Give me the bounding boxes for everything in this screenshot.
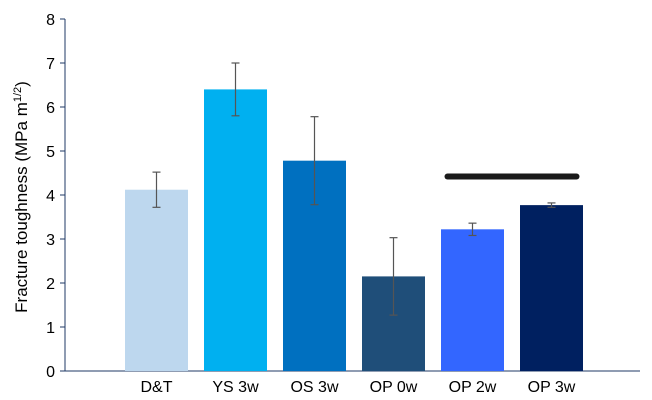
error-bars: [152, 62, 556, 316]
y-tick-label: 1: [46, 320, 55, 337]
x-tick-label: OP 3w: [528, 379, 576, 396]
x-tick-label: OP 0w: [370, 379, 418, 396]
axes: 0 1 2 3 4 5 6 7 8 D&T YS 3w OS 3w OP 0w OP 2w OP 3w: [46, 12, 640, 396]
y-tick-label: 8: [46, 12, 55, 29]
bars: [125, 89, 583, 372]
y-axis-label-end: ): [12, 81, 31, 87]
y-axis-label: Fracture toughness (MPa m1/2): [12, 81, 31, 313]
x-tick-label: OS 3w: [290, 379, 338, 396]
y-tick-label: 6: [46, 100, 55, 117]
bar: [441, 229, 504, 371]
y-tick-label: 0: [46, 364, 55, 381]
y-tick-label: 5: [46, 144, 55, 161]
y-axis-label-main: Fracture toughness (MPa m: [12, 102, 31, 313]
bar: [520, 205, 583, 371]
x-tick-label: D&T: [141, 379, 173, 396]
y-axis-label-sup: 1/2: [12, 87, 24, 102]
y-tick-label: 2: [46, 276, 55, 293]
x-tick-label: YS 3w: [212, 379, 259, 396]
bar: [204, 89, 267, 372]
y-tick-label: 4: [46, 188, 55, 205]
x-tick-label: OP 2w: [449, 379, 497, 396]
y-tick-label: 3: [46, 232, 55, 249]
bar: [125, 189, 188, 371]
y-tick-label: 7: [46, 56, 55, 73]
